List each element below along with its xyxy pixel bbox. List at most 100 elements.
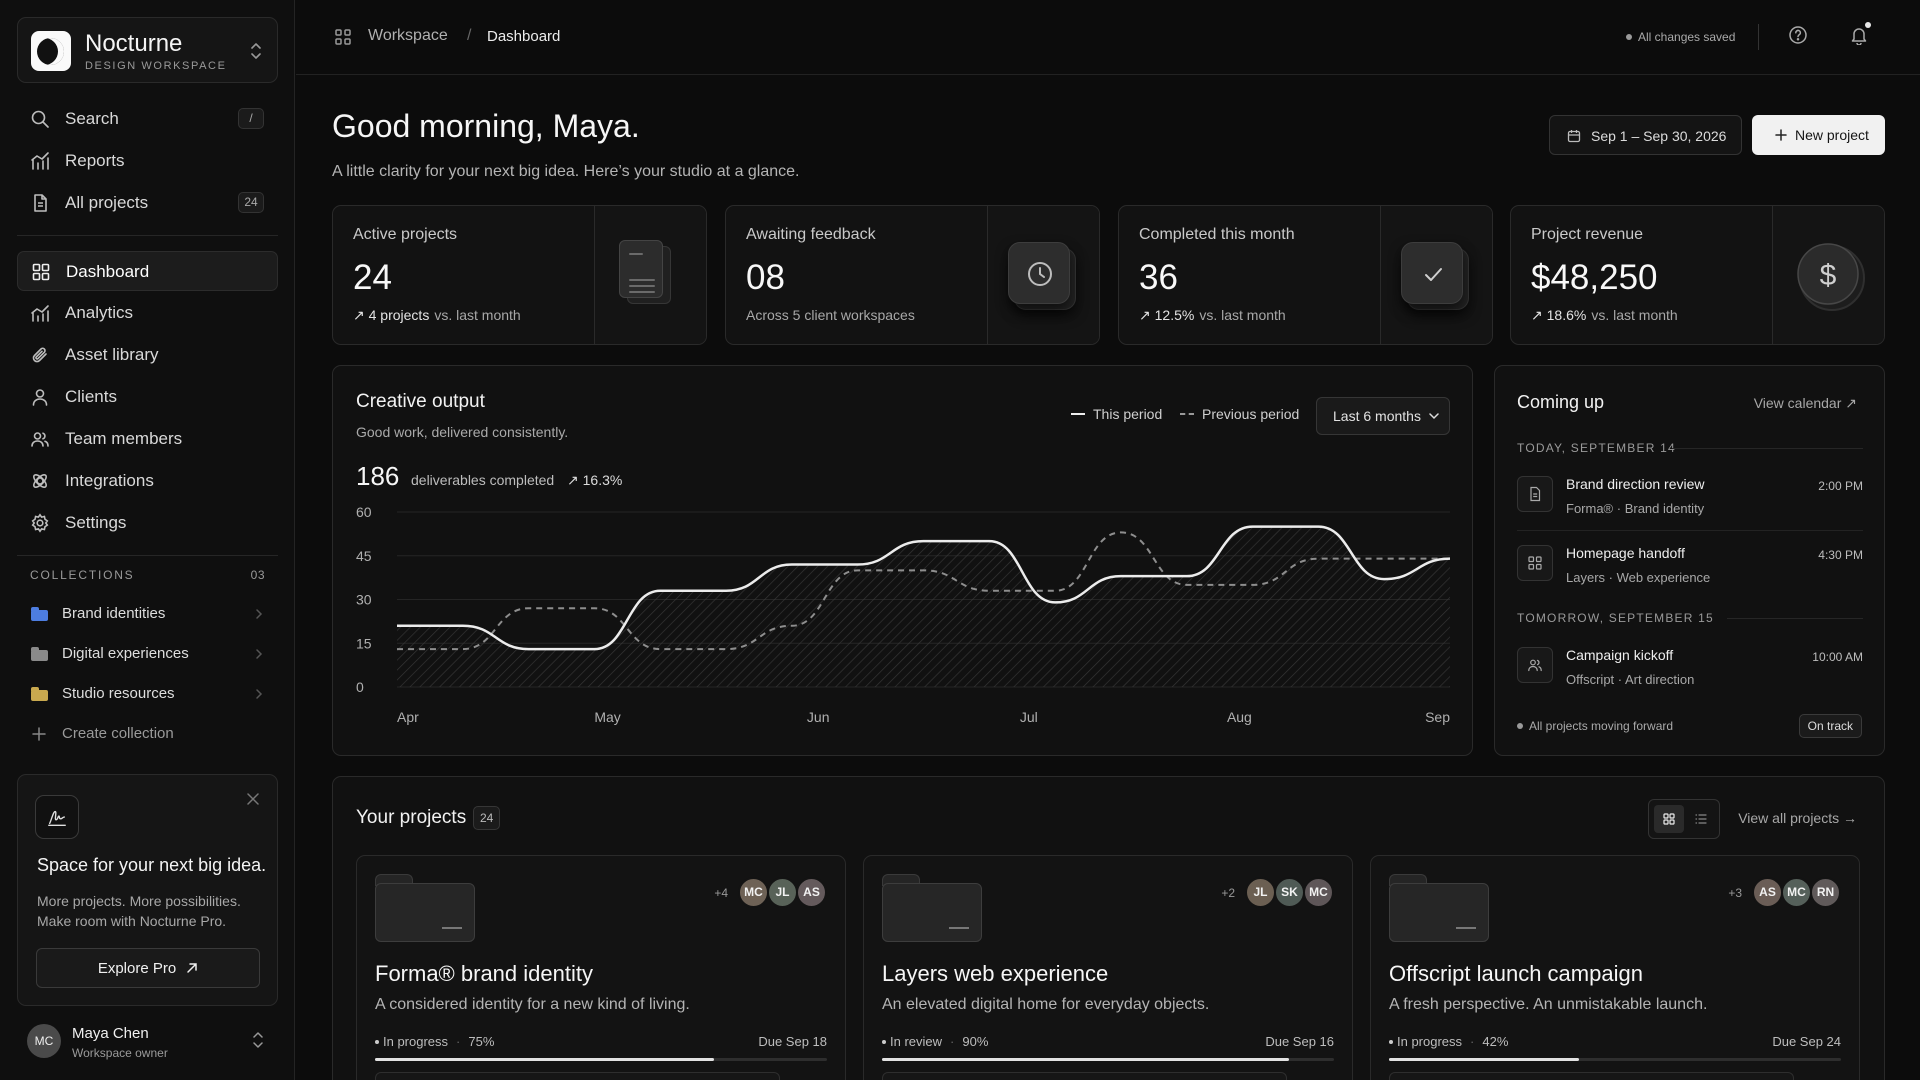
stat-card-awaiting-feedback[interactable]: Awaiting feedback 08 Across 5 client wor… bbox=[725, 205, 1100, 345]
sidebar-item-clients[interactable]: Clients bbox=[17, 377, 278, 417]
progress-bar bbox=[882, 1058, 1334, 1061]
project-due-date: Due Sep 18 bbox=[758, 1034, 827, 1049]
project-action-bar[interactable] bbox=[375, 1072, 780, 1080]
avatar: SK bbox=[1274, 877, 1305, 908]
search-shortcut-badge: / bbox=[238, 108, 264, 129]
project-name: Layers web experience bbox=[882, 961, 1109, 986]
breadcrumb-separator: / bbox=[467, 27, 472, 44]
reports-icon bbox=[30, 151, 50, 171]
view-toggle bbox=[1648, 799, 1720, 839]
sidebar-divider bbox=[17, 555, 278, 556]
collections-heading-label: COLLECTIONS bbox=[30, 568, 135, 582]
your-projects-card: Your projects 24 View all projects → +4 … bbox=[332, 776, 1885, 1080]
event-title: Brand direction review bbox=[1566, 476, 1705, 492]
promo-text: More projects. More possibilities. Make … bbox=[37, 893, 241, 929]
sidebar-item-all-projects[interactable]: All projects 24 bbox=[17, 183, 278, 223]
help-icon[interactable] bbox=[1788, 25, 1808, 45]
area-fill-this-period bbox=[397, 526, 1450, 687]
check-icon bbox=[1380, 206, 1492, 344]
x-tick-label: Sep bbox=[1425, 709, 1450, 725]
period-select[interactable]: Last 6 months bbox=[1316, 397, 1450, 435]
line-chart: 60 45 30 15 0 Apr May Jun Jul Aug Sep bbox=[356, 506, 1451, 725]
stat-card-revenue[interactable]: Project revenue $48,250 ↗ 18.6% vs. last … bbox=[1510, 205, 1885, 345]
collection-studio-resources[interactable]: Studio resources bbox=[17, 676, 278, 712]
grid-view-icon[interactable] bbox=[1654, 805, 1684, 833]
collection-label: Digital experiences bbox=[62, 645, 189, 662]
create-collection-button[interactable]: Create collection bbox=[17, 716, 278, 752]
day-heading-tomorrow: TOMORROW, SEPTEMBER 15 bbox=[1517, 611, 1863, 625]
date-range-picker[interactable]: Sep 1 – Sep 30, 2026 bbox=[1549, 115, 1742, 155]
view-all-projects-link[interactable]: View all projects → bbox=[1738, 810, 1857, 826]
sidebar-item-reports[interactable]: Reports bbox=[17, 141, 278, 181]
sidebar-item-label: Integrations bbox=[65, 471, 154, 490]
sidebar-item-asset-library[interactable]: Asset library bbox=[17, 335, 278, 375]
list-view-icon[interactable] bbox=[1686, 805, 1716, 833]
sidebar-item-search[interactable]: Search / bbox=[17, 99, 278, 139]
user-menu[interactable]: MC Maya Chen Workspace owner bbox=[17, 1018, 278, 1066]
users-icon bbox=[30, 429, 50, 449]
stat-card-active-projects[interactable]: Active projects 24 ↗ 4 projects vs. last … bbox=[332, 205, 707, 345]
stat-delta: ↗ 12.5% bbox=[1139, 307, 1195, 323]
sidebar-item-analytics[interactable]: Analytics bbox=[17, 293, 278, 333]
project-action-bar[interactable] bbox=[1389, 1072, 1794, 1080]
sidebar-item-dashboard[interactable]: Dashboard bbox=[17, 251, 278, 291]
folder-icon bbox=[31, 687, 48, 701]
sidebar-item-label: Clients bbox=[65, 387, 117, 406]
x-tick-label: Apr bbox=[397, 709, 419, 725]
deliverables-label: deliverables completed bbox=[411, 472, 555, 488]
progress-fill bbox=[1389, 1058, 1579, 1061]
chevron-updown-icon bbox=[252, 1030, 264, 1050]
project-description: A fresh perspective. An unmistakable lau… bbox=[1389, 996, 1708, 1013]
explore-pro-label: Explore Pro bbox=[97, 959, 177, 977]
collection-digital-experiences[interactable]: Digital experiences bbox=[17, 636, 278, 672]
gear-icon bbox=[30, 513, 50, 533]
event-item[interactable]: Brand direction review Forma® · Brand id… bbox=[1517, 472, 1863, 528]
save-status: All changes saved bbox=[1626, 30, 1735, 44]
breadcrumb-workspace[interactable]: Workspace bbox=[368, 27, 448, 44]
create-collection-label: Create collection bbox=[62, 725, 174, 742]
project-action-bar[interactable] bbox=[882, 1072, 1287, 1080]
workspace-switcher[interactable]: Nocturne DESIGN WORKSPACE bbox=[17, 17, 278, 83]
progress-bar bbox=[1389, 1058, 1841, 1061]
sidebar-item-integrations[interactable]: Integrations bbox=[17, 461, 278, 501]
project-card[interactable]: +2 JL SK MC Layers web experience An ele… bbox=[863, 855, 1353, 1080]
event-title: Homepage handoff bbox=[1566, 545, 1685, 561]
bell-icon[interactable] bbox=[1849, 25, 1869, 45]
folder-icon bbox=[31, 647, 48, 661]
new-project-label: New project bbox=[1795, 127, 1869, 143]
project-card[interactable]: +3 AS MC RN Offscript launch campaign A … bbox=[1370, 855, 1860, 1080]
new-project-button[interactable]: New project bbox=[1752, 115, 1885, 155]
sidebar-item-label: Analytics bbox=[65, 303, 134, 322]
close-icon[interactable] bbox=[247, 793, 259, 805]
collection-brand-identities[interactable]: Brand identities bbox=[17, 596, 278, 632]
projects-status-label: All projects moving forward bbox=[1529, 719, 1674, 733]
projects-title: Your projects bbox=[356, 807, 467, 828]
event-meta: Offscript · Art direction bbox=[1566, 672, 1695, 687]
series-line-previous-period bbox=[397, 531, 1450, 651]
event-item[interactable]: Homepage handoff Layers · Web experience… bbox=[1517, 541, 1863, 597]
document-icon bbox=[1517, 476, 1553, 512]
progress-fill bbox=[375, 1058, 714, 1061]
breadcrumb-current: Dashboard bbox=[487, 28, 561, 45]
collection-label: Studio resources bbox=[62, 685, 175, 702]
legend-this-period: This period bbox=[1071, 406, 1162, 422]
stat-card-completed[interactable]: Completed this month 36 ↗ 12.5% vs. last … bbox=[1118, 205, 1493, 345]
dollar-icon: $ bbox=[1772, 206, 1884, 344]
status-badge: On track bbox=[1798, 714, 1862, 738]
x-tick-label: May bbox=[594, 709, 620, 725]
stat-title: Project revenue bbox=[1531, 226, 1644, 243]
avatar: RN bbox=[1810, 877, 1841, 908]
project-description: A considered identity for a new kind of … bbox=[375, 996, 690, 1013]
sidebar-item-team-members[interactable]: Team members bbox=[17, 419, 278, 459]
series-line-this-period bbox=[396, 525, 1451, 651]
page-subtitle: A little clarity for your next big idea.… bbox=[332, 163, 800, 180]
save-status-label: All changes saved bbox=[1638, 30, 1736, 44]
view-calendar-link[interactable]: View calendar ↗ bbox=[1753, 395, 1857, 411]
project-card[interactable]: +4 MC JL AS Forma® brand identity A cons… bbox=[356, 855, 846, 1080]
topbar-divider bbox=[1758, 24, 1759, 50]
explore-pro-button[interactable]: Explore Pro bbox=[36, 948, 260, 988]
avatar: MC bbox=[1303, 877, 1334, 908]
sidebar-item-settings[interactable]: Settings bbox=[17, 503, 278, 543]
stat-delta: ↗ 4 projects bbox=[353, 307, 430, 323]
event-item[interactable]: Campaign kickoff Offscript · Art directi… bbox=[1517, 643, 1863, 699]
